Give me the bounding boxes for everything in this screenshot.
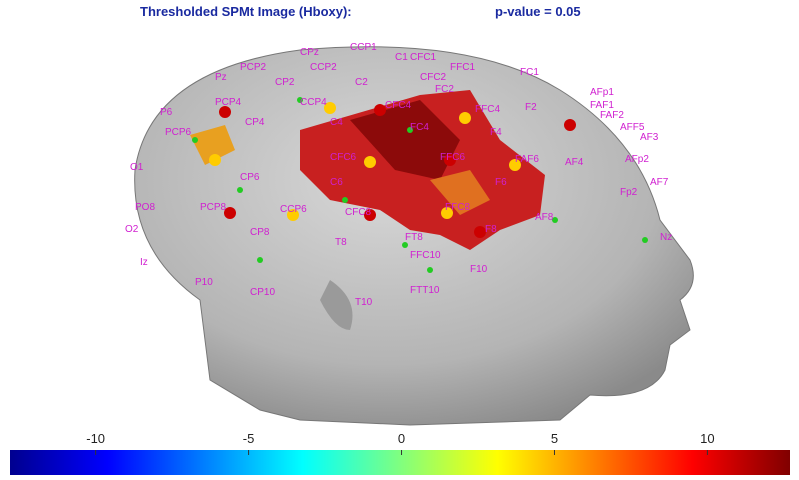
electrode-dot (364, 156, 376, 168)
electrode-label: AF4 (565, 157, 584, 168)
electrode-label: CCP4 (300, 97, 327, 108)
colorbar-tick-label: -10 (86, 431, 105, 446)
title: Thresholded SPMt Image (Hboxy): (140, 4, 352, 19)
electrode-label: PCP2 (240, 62, 267, 73)
electrode-label: FFC8 (445, 202, 470, 213)
electrode-label: CCP1 (350, 42, 377, 53)
electrode-label: FTT10 (410, 285, 440, 296)
figure: Thresholded SPMt Image (Hboxy): p-value … (0, 0, 799, 480)
electrode-label: F10 (470, 264, 488, 275)
electrode-label: CP8 (250, 227, 270, 238)
electrode-label: AFp1 (590, 87, 614, 98)
electrode-label: C4 (330, 117, 343, 128)
colorbar-tick-label: -5 (243, 431, 255, 446)
electrode-dot (192, 137, 198, 143)
electrode-label: Iz (140, 257, 148, 268)
electrode-label: Nz (660, 232, 672, 243)
electrode-dot (257, 257, 263, 263)
electrode-label: F8 (485, 224, 497, 235)
electrode-dot (427, 267, 433, 273)
colorbar-tick-label: 5 (551, 431, 558, 446)
electrode-label: T10 (355, 297, 373, 308)
electrode-label: C1 (395, 52, 408, 63)
electrode-label: FC1 (520, 67, 539, 78)
electrode-label: Pz (215, 72, 227, 83)
electrode-label: P10 (195, 277, 213, 288)
electrode-label: FC2 (435, 84, 454, 95)
electrode-label: CP10 (250, 287, 275, 298)
electrode-label: FFC6 (440, 152, 465, 163)
electrode-dot (564, 119, 576, 131)
electrode-dot (209, 154, 221, 166)
electrode-label: CFC4 (385, 100, 412, 111)
electrode-label: FT8 (405, 232, 423, 243)
electrode-dot (342, 197, 348, 203)
electrode-label: FFC10 (410, 250, 441, 261)
electrode-label: O1 (130, 162, 144, 173)
electrode-label: CPz (300, 47, 319, 58)
electrode-label: C6 (330, 177, 343, 188)
electrode-label: FAF6 (515, 154, 539, 165)
electrode-label: FC4 (410, 122, 429, 133)
electrode-label: FFC4 (475, 104, 500, 115)
electrode-label: CP6 (240, 172, 260, 183)
electrode-label: CFC1 (410, 52, 437, 63)
electrode-label: CCP6 (280, 204, 307, 215)
electrode-label: F6 (495, 177, 507, 188)
electrode-label: CFC8 (345, 207, 372, 218)
electrode-label: CCP2 (310, 62, 337, 73)
electrode-label: PCP6 (165, 127, 192, 138)
electrode-dot (459, 112, 471, 124)
colorbar-tick-label: 0 (398, 431, 405, 446)
electrode-dot (237, 187, 243, 193)
electrode-label: F2 (525, 102, 537, 113)
electrode-label: T8 (335, 237, 347, 248)
p-value: p-value = 0.05 (495, 4, 581, 19)
electrode-label: FFC1 (450, 62, 475, 73)
electrode-dot (642, 237, 648, 243)
electrode-label: FAF2 (600, 110, 624, 121)
colorbar-tick-label: 10 (700, 431, 714, 446)
electrode-label: P6 (160, 107, 173, 118)
electrode-label: AF7 (650, 177, 669, 188)
electrode-label: Fp2 (620, 187, 638, 198)
electrode-label: CFC2 (420, 72, 447, 83)
electrode-label: PO8 (135, 202, 155, 213)
colorbar (10, 450, 790, 475)
electrode-label: PCP4 (215, 97, 242, 108)
electrode-label: CFC6 (330, 152, 357, 163)
electrode-label: C2 (355, 77, 368, 88)
electrode-label: AFp2 (625, 154, 649, 165)
electrode-label: PCP8 (200, 202, 227, 213)
electrode-label: AF3 (640, 132, 659, 143)
electrode-label: CP4 (245, 117, 265, 128)
electrode-label: F4 (490, 127, 502, 138)
electrode-label: AF8 (535, 212, 554, 223)
electrode-label: CP2 (275, 77, 295, 88)
electrode-label: O2 (125, 224, 139, 235)
